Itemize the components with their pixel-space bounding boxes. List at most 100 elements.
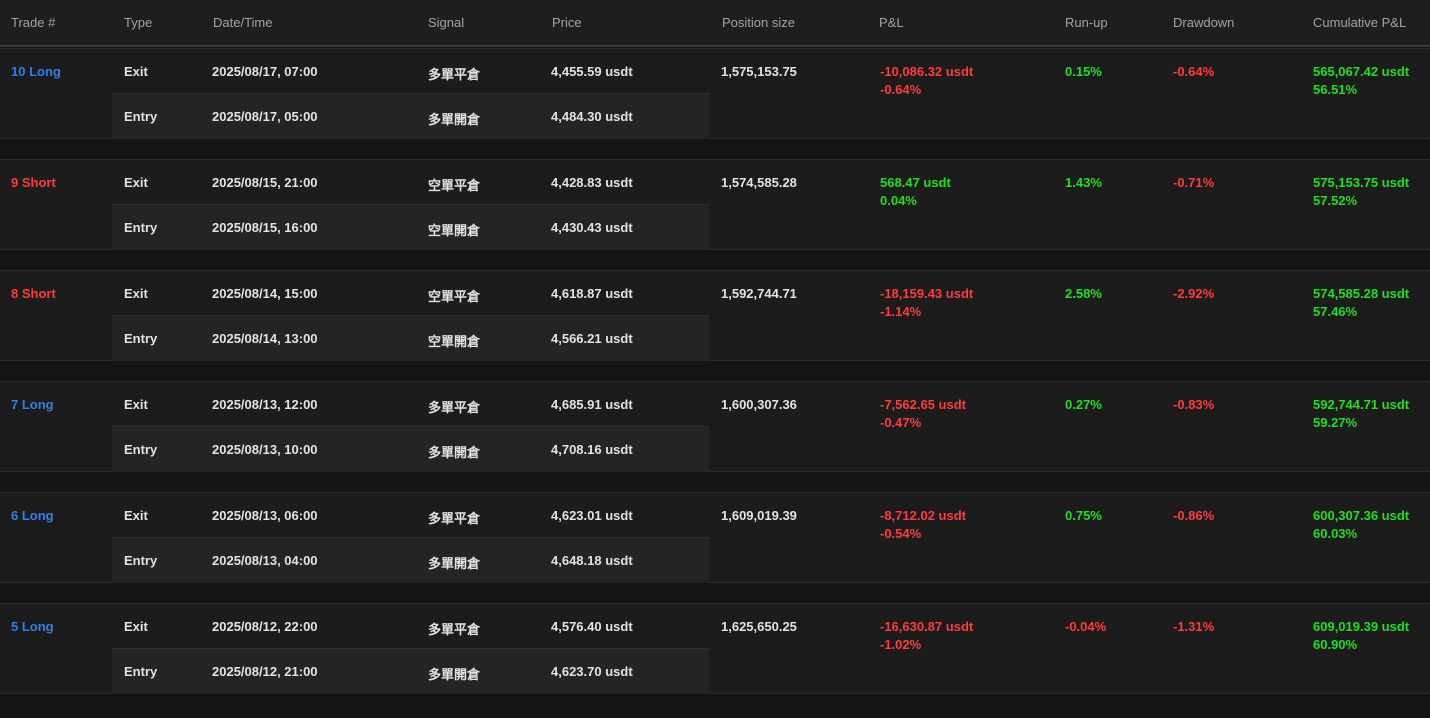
table-header: Trade # Type Date/Time Signal Price Posi… [0, 0, 1430, 47]
pnl-percent: -1.02% [880, 637, 922, 652]
exit-signal: 空單平倉 [428, 289, 481, 304]
exit-datetime: 2025/08/13, 12:00 [212, 397, 318, 412]
pnl-cell: -16,630.87 usdt -1.02% [880, 619, 973, 652]
entry-subrow: Entry 2025/08/13, 10:00 多單開倉 4,708.16 usdt [112, 427, 709, 472]
entry-price: 4,430.43 usdt [551, 220, 633, 235]
trade-row[interactable]: 8 Short Exit 2025/08/14, 15:00 空單平倉 4,618.87… [0, 270, 1430, 361]
exit-type: Exit [124, 397, 148, 412]
trade-label[interactable]: 5 Long [11, 619, 54, 634]
position-size: 1,625,650.25 [721, 619, 797, 634]
header-price: Price [552, 15, 582, 30]
exit-type: Exit [124, 286, 148, 301]
pnl-percent: 0.04% [880, 193, 917, 208]
drawdown-value: -2.92% [1173, 286, 1215, 301]
header-trade-number[interactable]: Trade # [11, 15, 56, 30]
position-size: 1,609,019.39 [721, 508, 797, 523]
pnl-value: 568.47 usdt [880, 175, 951, 190]
entry-subrow: Entry 2025/08/13, 04:00 多單開倉 4,648.18 usdt [112, 538, 709, 583]
exit-signal: 多單平倉 [428, 511, 481, 526]
header-pnl[interactable]: P&L [879, 15, 904, 30]
cumulative-pnl-percent: 60.03% [1313, 526, 1358, 541]
runup-value: -0.04% [1065, 619, 1107, 634]
cumulative-pnl-cell: 565,067.42 usdt 56.51% [1313, 64, 1409, 97]
header-signal: Signal [428, 15, 465, 30]
cumulative-pnl-percent: 59.27% [1313, 415, 1358, 430]
trade-row[interactable]: 9 Short Exit 2025/08/15, 21:00 空單平倉 4,428.83… [0, 159, 1430, 250]
position-size: 1,574,585.28 [721, 175, 797, 190]
trade-row[interactable]: 7 Long Exit 2025/08/13, 12:00 多單平倉 4,685.91 … [0, 381, 1430, 472]
drawdown-value: -0.83% [1173, 397, 1215, 412]
drawdown-value: -0.71% [1173, 175, 1215, 190]
entry-price: 4,648.18 usdt [551, 553, 633, 568]
entry-datetime: 2025/08/13, 04:00 [212, 553, 318, 568]
exit-price: 4,618.87 usdt [551, 286, 633, 301]
cumulative-pnl-cell: 592,744.71 usdt 59.27% [1313, 397, 1409, 430]
pnl-percent: -1.14% [880, 304, 922, 319]
trade-label[interactable]: 6 Long [11, 508, 54, 523]
pnl-value: -10,086.32 usdt [880, 64, 974, 79]
entry-datetime: 2025/08/17, 05:00 [212, 109, 318, 124]
trade-label[interactable]: 10 Long [11, 64, 61, 79]
trade-row[interactable]: 10 Long Exit 2025/08/17, 07:00 多單平倉 4,455.59… [0, 48, 1430, 139]
trade-label[interactable]: 9 Short [11, 175, 56, 190]
exit-price: 4,455.59 usdt [551, 64, 633, 79]
trade-row[interactable]: 6 Long Exit 2025/08/13, 06:00 多單平倉 4,623.01 … [0, 492, 1430, 583]
cumulative-pnl-cell: 575,153.75 usdt 57.52% [1313, 175, 1409, 208]
exit-datetime: 2025/08/13, 06:00 [212, 508, 318, 523]
exit-price: 4,623.01 usdt [551, 508, 633, 523]
runup-value: 0.15% [1065, 64, 1102, 79]
pnl-value: -8,712.02 usdt [880, 508, 966, 523]
exit-signal: 多單平倉 [428, 400, 481, 415]
pnl-cell: -10,086.32 usdt -0.64% [880, 64, 973, 97]
runup-value: 0.75% [1065, 508, 1102, 523]
entry-signal: 多單開倉 [428, 556, 481, 571]
cumulative-pnl-value: 575,153.75 usdt [1313, 175, 1410, 190]
exit-signal: 多單平倉 [428, 67, 481, 82]
cumulative-pnl-value: 609,019.39 usdt [1313, 619, 1410, 634]
entry-subrow: Entry 2025/08/12, 21:00 多單開倉 4,623.70 usdt [112, 649, 709, 694]
exit-subrow: Exit 2025/08/12, 22:00 多單平倉 4,576.40 usdt [112, 604, 709, 649]
cumulative-pnl-cell: 600,307.36 usdt 60.03% [1313, 508, 1409, 541]
entry-signal: 空單開倉 [428, 334, 481, 349]
entry-type: Entry [124, 331, 158, 346]
position-size: 1,592,744.71 [721, 286, 797, 301]
cumulative-pnl-percent: 56.51% [1313, 82, 1358, 97]
entry-price: 4,484.30 usdt [551, 109, 633, 124]
pnl-percent: -0.64% [880, 82, 922, 97]
trade-label[interactable]: 7 Long [11, 397, 54, 412]
runup-value: 1.43% [1065, 175, 1102, 190]
header-drawdown[interactable]: Drawdown [1173, 15, 1235, 30]
position-size: 1,600,307.36 [721, 397, 797, 412]
cumulative-pnl-value: 592,744.71 usdt [1313, 397, 1410, 412]
trade-label[interactable]: 8 Short [11, 286, 56, 301]
exit-signal: 多單平倉 [428, 622, 481, 637]
trade-row[interactable]: 5 Long Exit 2025/08/12, 22:00 多單平倉 4,576.40 … [0, 603, 1430, 694]
entry-datetime: 2025/08/13, 10:00 [212, 442, 318, 457]
entry-price: 4,708.16 usdt [551, 442, 633, 457]
runup-value: 0.27% [1065, 397, 1102, 412]
header-cumulative-pnl[interactable]: Cumulative P&L [1313, 15, 1407, 30]
entry-datetime: 2025/08/14, 13:00 [212, 331, 318, 346]
pnl-percent: -0.54% [880, 526, 922, 541]
runup-value: 2.58% [1065, 286, 1102, 301]
exit-subrow: Exit 2025/08/15, 21:00 空單平倉 4,428.83 usdt [112, 160, 709, 205]
exit-datetime: 2025/08/17, 07:00 [212, 64, 318, 79]
entry-subrow: Entry 2025/08/14, 13:00 空單開倉 4,566.21 usdt [112, 316, 709, 361]
header-datetime[interactable]: Date/Time [213, 15, 273, 30]
drawdown-value: -0.64% [1173, 64, 1215, 79]
entry-subrow: Entry 2025/08/17, 05:00 多單開倉 4,484.30 usdt [112, 94, 709, 139]
entry-datetime: 2025/08/12, 21:00 [212, 664, 318, 679]
exit-type: Exit [124, 508, 148, 523]
entry-price: 4,623.70 usdt [551, 664, 633, 679]
header-runup[interactable]: Run-up [1065, 15, 1108, 30]
exit-type: Exit [124, 619, 148, 634]
pnl-value: -16,630.87 usdt [880, 619, 974, 634]
exit-price: 4,428.83 usdt [551, 175, 633, 190]
entry-signal: 多單開倉 [428, 445, 481, 460]
exit-subrow: Exit 2025/08/13, 06:00 多單平倉 4,623.01 usdt [112, 493, 709, 538]
entry-price: 4,566.21 usdt [551, 331, 633, 346]
exit-price: 4,576.40 usdt [551, 619, 633, 634]
entry-type: Entry [124, 664, 158, 679]
exit-subrow: Exit 2025/08/13, 12:00 多單平倉 4,685.91 usdt [112, 382, 709, 427]
